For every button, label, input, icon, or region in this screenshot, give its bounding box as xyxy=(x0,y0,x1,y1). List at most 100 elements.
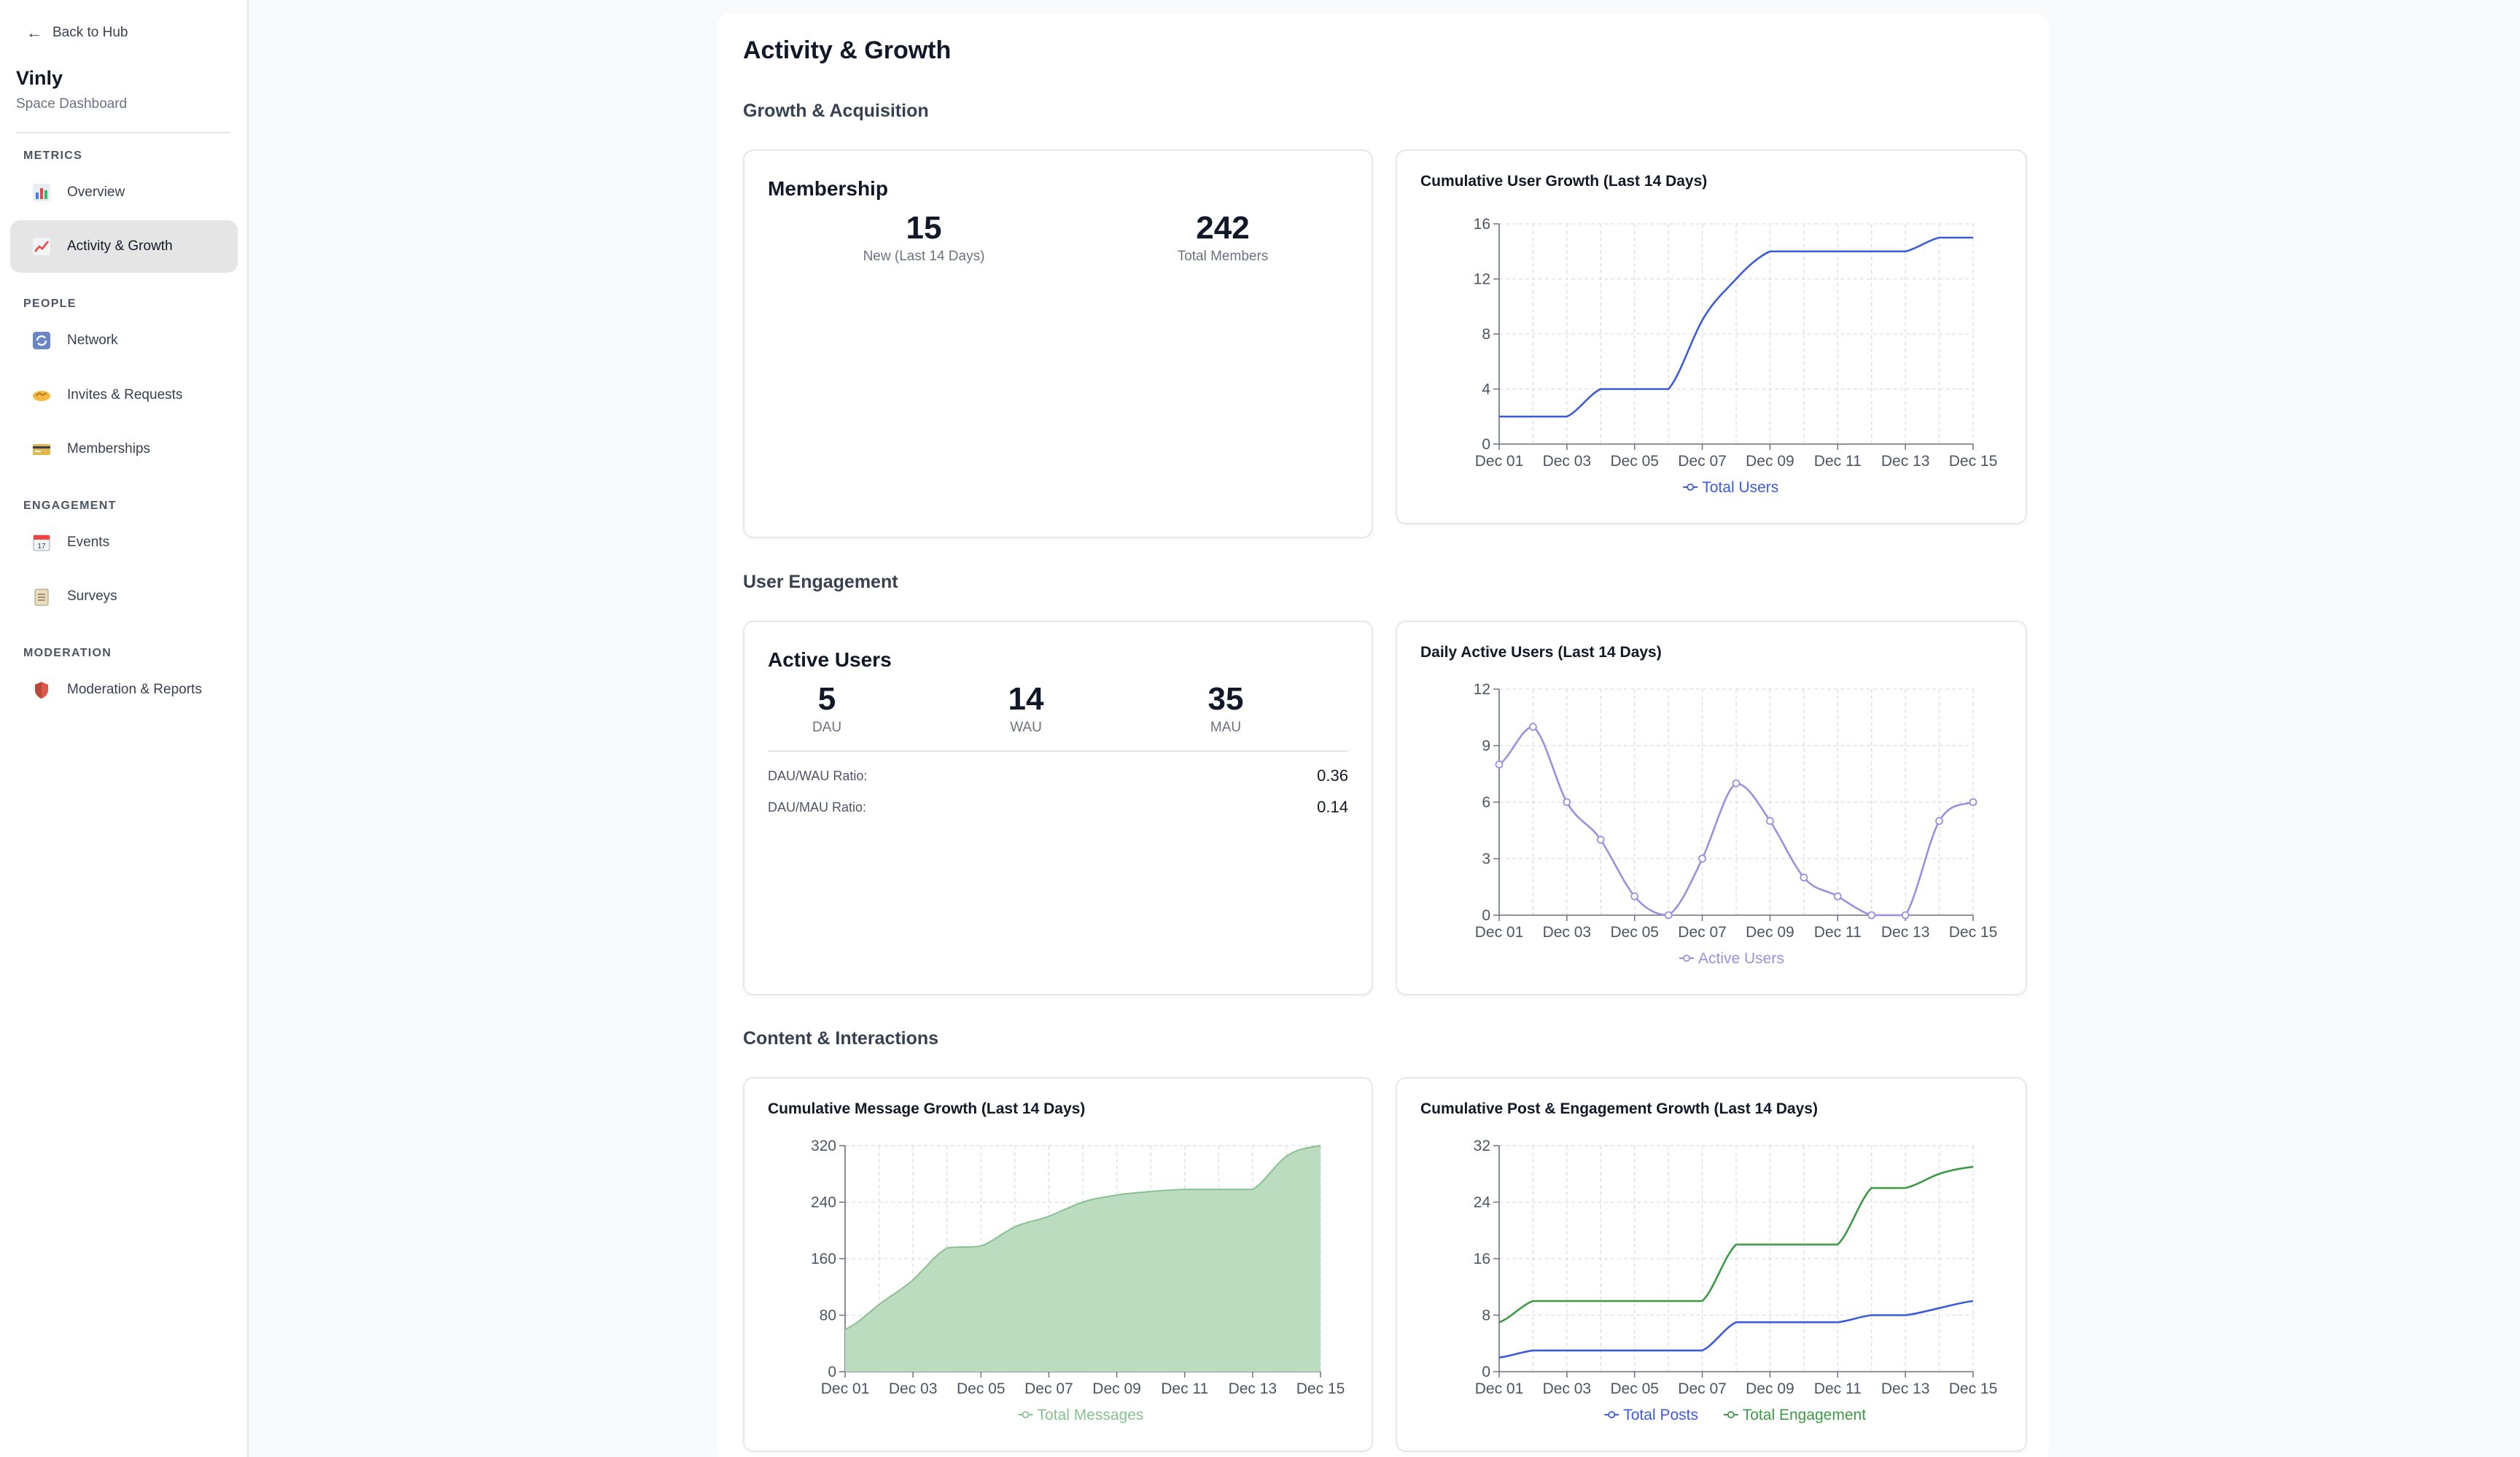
clipboard-icon xyxy=(31,586,52,607)
sidebar-item-memberships[interactable]: Memberships xyxy=(10,423,238,475)
trending-chart-icon xyxy=(31,236,52,257)
area-fill xyxy=(845,1146,1321,1372)
data-point xyxy=(1935,817,1943,825)
x-tick-label: Dec 03 xyxy=(1543,453,1592,470)
dau-wau-ratio-label: DAU/WAU Ratio: xyxy=(768,768,868,783)
y-tick-label: 320 xyxy=(811,1138,836,1154)
legend-label: Total Posts xyxy=(1623,1407,1698,1423)
series-line xyxy=(1498,1299,1974,1359)
sidebar-item-label: Activity & Growth xyxy=(67,238,173,254)
data-point xyxy=(1800,873,1808,882)
section-title-growth: Growth & Acquisition xyxy=(743,101,929,121)
x-tick-label: Dec 15 xyxy=(1296,1380,1345,1397)
post-engagement-chart: 0 8 16 24 32 Dec 01 Dec 03 Dec 05 Dec 07 Dec 09 De… xyxy=(1474,1138,1998,1423)
shield-icon xyxy=(31,679,52,701)
sidebar-item-invites-requests[interactable]: Invites & Requests xyxy=(10,369,238,421)
y-tick-label: 12 xyxy=(1474,271,1490,288)
user-growth-chart: 0 4 8 12 16 Dec 01 Dec 03 Dec 05 Dec 07 Dec 09 Dec… xyxy=(1474,216,1998,496)
sidebar-item-label: Surveys xyxy=(67,588,117,604)
x-tick-label: Dec 09 xyxy=(1092,1380,1141,1397)
daily-active-users-chart: 0 3 6 9 12 Dec 01 Dec 03 Dec 05 Dec 07 Dec 09 Dec … xyxy=(1474,681,1998,967)
legend-swatch-dot xyxy=(1608,1411,1616,1418)
x-tick-label: Dec 15 xyxy=(1949,924,1998,941)
x-tick-label: Dec 09 xyxy=(1746,924,1794,941)
sidebar-item-overview[interactable]: Overview xyxy=(10,166,238,219)
data-point xyxy=(1732,779,1741,788)
space-name: Vinly xyxy=(16,67,63,89)
back-to-hub-link[interactable]: ← Back to Hub xyxy=(26,22,128,44)
nav-section-engagement: ENGAGEMENT xyxy=(23,500,117,512)
sidebar-divider xyxy=(16,132,230,133)
back-label: Back to Hub xyxy=(52,25,128,40)
x-tick-label: Dec 11 xyxy=(1161,1380,1208,1397)
x-tick-label: Dec 07 xyxy=(1678,453,1727,470)
membership-card: Membership 15 New (Last 14 Days) 242 Tot… xyxy=(743,149,1373,538)
x-tick-label: Dec 09 xyxy=(1746,1380,1794,1397)
sidebar-item-label: Events xyxy=(67,535,110,550)
y-tick-label: 0 xyxy=(1482,436,1490,453)
active-users-card: Active Users 5 DAU 14 WAU 35 MAU DAU/WAU… xyxy=(743,621,1373,995)
calendar-icon: 17 xyxy=(31,532,52,553)
legend-label: Total Users xyxy=(1702,479,1778,496)
x-tick-label: Dec 01 xyxy=(821,1380,870,1397)
message-growth-chart-title: Cumulative Message Growth (Last 14 Days) xyxy=(768,1100,1086,1117)
nav-section-moderation: MODERATION xyxy=(23,647,112,659)
data-point xyxy=(1969,798,1978,807)
sidebar-item-moderation-reports[interactable]: Moderation & Reports xyxy=(10,664,238,716)
mau-label: MAU xyxy=(1210,720,1242,736)
dau-stat: 5 DAU xyxy=(718,681,936,736)
legend-swatch-dot xyxy=(1022,1411,1030,1418)
active-users-card-title: Active Users xyxy=(768,648,892,671)
dau-mau-ratio-row: DAU/MAU Ratio: 0.14 xyxy=(768,798,1348,817)
x-tick-label: Dec 05 xyxy=(1610,1380,1659,1397)
x-tick-label: Dec 13 xyxy=(1881,453,1930,470)
sidebar-item-label: Memberships xyxy=(67,441,151,456)
total-members-label: Total Members xyxy=(1177,249,1269,265)
membership-card-title: Membership xyxy=(768,177,888,200)
y-tick-label: 6 xyxy=(1482,794,1490,811)
sidebar-item-events[interactable]: 17 Events xyxy=(10,516,238,569)
sidebar-item-surveys[interactable]: Surveys xyxy=(10,570,238,623)
mau-value: 35 xyxy=(1208,681,1244,717)
x-tick-label: Dec 15 xyxy=(1949,1380,1998,1397)
x-tick-label: Dec 01 xyxy=(1475,453,1524,470)
sidebar: ← Back to Hub Vinly Space Dashboard METR… xyxy=(0,0,249,1457)
handshake-icon xyxy=(31,384,52,406)
x-tick-label: Dec 11 xyxy=(1814,1380,1862,1397)
post-engagement-chart-card: Cumulative Post & Engagement Growth (Las… xyxy=(1396,1077,2027,1452)
svg-text:17: 17 xyxy=(37,543,46,551)
data-point xyxy=(1563,798,1571,807)
y-tick-label: 240 xyxy=(811,1194,836,1211)
daily-active-users-chart-card: Daily Active Users (Last 14 Days) 0 3 6 9 12… xyxy=(1396,621,2027,995)
nav-section-metrics: METRICS xyxy=(23,149,83,162)
new-members-label: New (Last 14 Days) xyxy=(863,249,985,265)
wau-label: WAU xyxy=(1010,720,1042,736)
daily-active-users-chart-title: Daily Active Users (Last 14 Days) xyxy=(1420,644,1662,661)
x-tick-label: Dec 03 xyxy=(889,1380,938,1397)
x-tick-label: Dec 07 xyxy=(1678,1380,1727,1397)
y-tick-label: 9 xyxy=(1482,738,1490,755)
page-title: Activity & Growth xyxy=(743,36,952,64)
series-line xyxy=(844,1145,1321,1330)
sidebar-item-network[interactable]: Network xyxy=(10,314,238,367)
sidebar-item-label: Moderation & Reports xyxy=(67,682,202,697)
legend-label: Total Engagement xyxy=(1743,1407,1866,1423)
data-point xyxy=(1766,817,1774,825)
x-tick-label: Dec 03 xyxy=(1543,924,1592,941)
legend-swatch-dot xyxy=(1683,955,1690,962)
message-growth-chart-card: Cumulative Message Growth (Last 14 Days)… xyxy=(743,1077,1373,1452)
space-subtitle: Space Dashboard xyxy=(16,96,128,112)
y-tick-label: 0 xyxy=(828,1364,836,1380)
dau-wau-ratio-row: DAU/WAU Ratio: 0.36 xyxy=(768,766,1348,785)
data-point xyxy=(1867,911,1876,920)
legend-swatch-dot xyxy=(1687,483,1695,491)
data-point xyxy=(1529,723,1537,731)
sidebar-item-label: Network xyxy=(67,333,118,348)
legend-swatch-dot xyxy=(1727,1411,1735,1418)
x-tick-label: Dec 03 xyxy=(1543,1380,1592,1397)
x-tick-label: Dec 13 xyxy=(1229,1380,1278,1397)
sidebar-item-activity-growth[interactable]: Activity & Growth xyxy=(10,220,238,273)
y-tick-label: 8 xyxy=(1482,1308,1490,1324)
post-engagement-chart-title: Cumulative Post & Engagement Growth (Las… xyxy=(1420,1100,1818,1117)
dau-value: 5 xyxy=(817,681,836,717)
